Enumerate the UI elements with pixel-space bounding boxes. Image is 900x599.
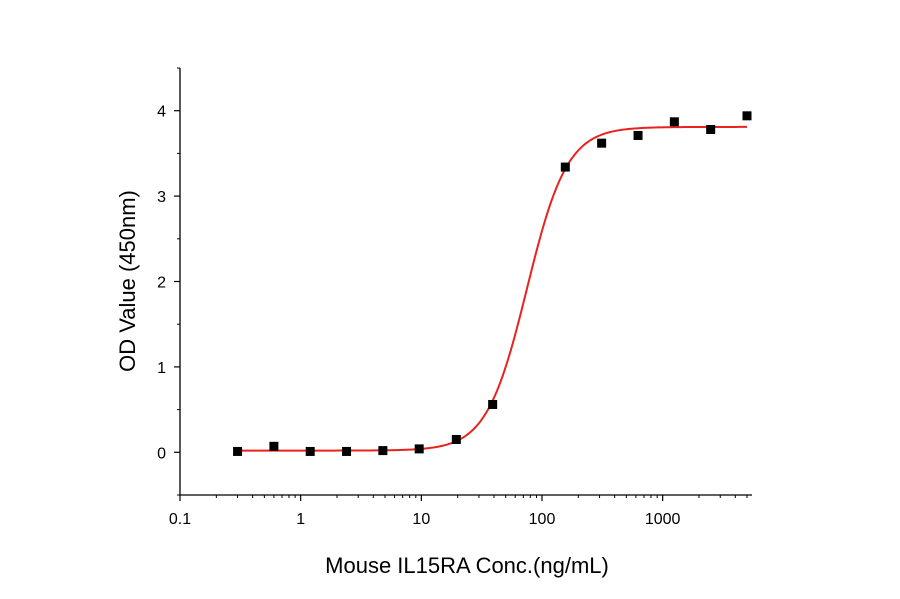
y-tick-label: 0	[157, 445, 166, 462]
y-tick-label: 2	[157, 275, 166, 292]
data-point	[305, 446, 315, 456]
data-point	[633, 130, 643, 140]
data-point	[233, 446, 243, 456]
data-point	[669, 117, 679, 127]
x-tick-label: 10	[412, 511, 430, 528]
data-point	[706, 124, 716, 134]
data-point	[560, 162, 570, 172]
x-tick-label: 0.1	[169, 511, 191, 528]
y-axis-title: OD Value (450nm)	[115, 190, 140, 372]
x-tick-label: 1	[296, 511, 305, 528]
data-point	[451, 434, 461, 444]
x-tick-label: 1000	[645, 511, 681, 528]
ticks: 0.1 1 10 100 1000 0 1 2 3 4	[157, 67, 748, 528]
axes	[179, 68, 752, 496]
x-tick-label: 100	[529, 511, 556, 528]
y-tick-label: 1	[157, 360, 166, 377]
data-point	[597, 138, 607, 148]
data-point	[342, 446, 352, 456]
data-point	[742, 111, 752, 121]
data-point	[414, 444, 424, 454]
data-point	[378, 446, 388, 456]
y-tick-label: 4	[157, 104, 166, 121]
data-point	[488, 399, 498, 409]
data-points	[233, 111, 752, 456]
x-axis-title: Mouse IL15RA Conc.(ng/mL)	[325, 553, 609, 578]
y-tick-label: 3	[157, 189, 166, 206]
data-point	[269, 441, 279, 451]
